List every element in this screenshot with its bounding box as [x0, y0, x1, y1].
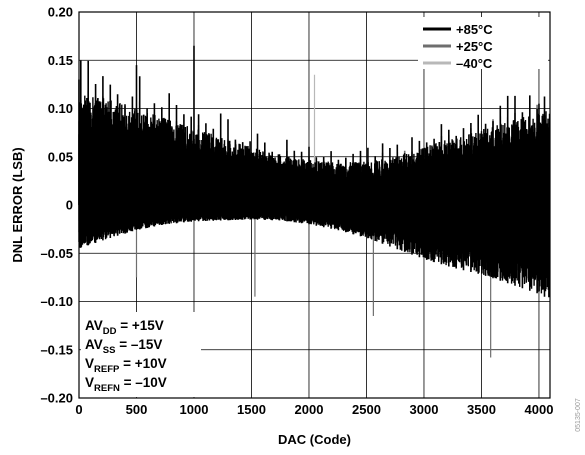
plot-frame: [78, 11, 551, 399]
y-tick-label: 0: [66, 198, 73, 213]
x-tick-label: 4000: [525, 402, 554, 417]
condition-line: VREFN = –10V: [85, 375, 167, 394]
legend-entry: –40°C: [456, 56, 493, 71]
x-tick-label: 3500: [467, 402, 496, 417]
legend-background: [418, 17, 548, 69]
x-tick-label: 1500: [237, 402, 266, 417]
x-tick-label: 2500: [352, 402, 381, 417]
y-tick-labels: 0.20 0.15 0.10 0.05 0 –0.05 –0.10 –0.15 –0.20: [40, 5, 73, 406]
x-tick-label: 3000: [410, 402, 439, 417]
x-tick-label: 2000: [295, 402, 324, 417]
y-tick-label: –0.20: [40, 391, 73, 406]
y-tick-label: –0.15: [40, 342, 73, 357]
y-tick-label: 0.05: [48, 149, 73, 164]
series-peaks: [80, 60, 546, 297]
series-layer: [78, 45, 551, 358]
x-axis-label: DAC (Code): [278, 432, 351, 447]
figure-id: 05135-007: [575, 398, 582, 432]
y-tick-label: –0.10: [40, 294, 73, 309]
condition-line: VREFP = +10V: [85, 356, 167, 375]
x-tick-labels: 0 500 1000 1500 2000 2500 3000 3500 4000: [75, 402, 553, 417]
y-tick-label: 0.10: [48, 101, 73, 116]
x-tick-label: 1000: [180, 402, 209, 417]
y-tick-label: 0.20: [48, 5, 73, 20]
x-tick-label: 0: [75, 402, 82, 417]
y-axis-label: DNL ERROR (LSB): [10, 147, 25, 262]
legend: +85°C +25°C –40°C: [418, 17, 548, 71]
x-tick-label: 500: [126, 402, 148, 417]
legend-entry: +25°C: [456, 39, 493, 54]
condition-line: AVSS = –15V: [85, 337, 162, 356]
condition-line: AVDD = +15V: [85, 318, 164, 337]
legend-entry: +85°C: [456, 22, 493, 37]
y-tick-label: 0.15: [48, 53, 73, 68]
conditions-background: [81, 312, 201, 397]
y-tick-label: –0.05: [40, 246, 73, 261]
